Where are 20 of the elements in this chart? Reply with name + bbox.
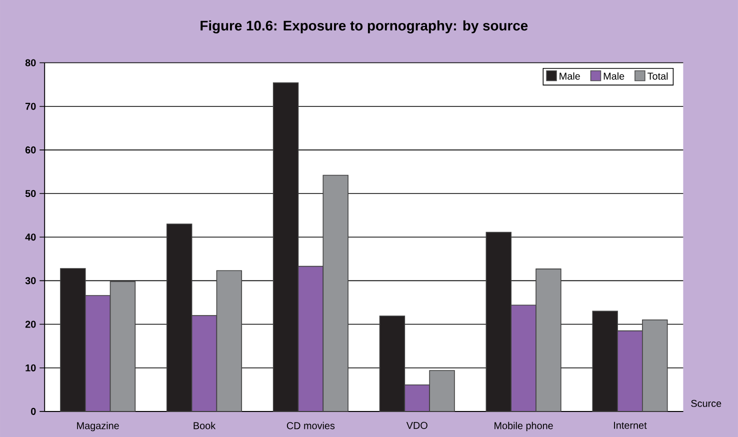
y-tick-label: 40 [25, 233, 36, 240]
x-tick-label: Magazine [77, 422, 119, 431]
y-tick-label: 10 [26, 364, 36, 372]
legend-label: Total [648, 72, 668, 80]
y-tick-label: 80 [25, 59, 36, 66]
y-tick-label: 70 [26, 102, 36, 110]
x-axis-title: Scurce [691, 400, 722, 407]
legend-label: Male [604, 72, 624, 80]
chart-title: Figure 10.6: Exposure to pornography: by source [200, 20, 528, 34]
y-tick-label: 60 [25, 146, 36, 154]
y-tick-label: 50 [25, 190, 36, 197]
x-tick-label: CD movies [286, 422, 335, 430]
x-tick-label: VDO [406, 422, 428, 429]
x-tick-label: Internet [614, 422, 647, 429]
x-tick-label: Book [194, 422, 216, 430]
x-tick-label: Mobile phone [494, 422, 553, 431]
legend-label: Male [560, 72, 580, 80]
y-tick-label: 0 [30, 408, 36, 415]
y-tick-label: 20 [25, 320, 36, 328]
y-tick-label: 30 [25, 277, 36, 284]
